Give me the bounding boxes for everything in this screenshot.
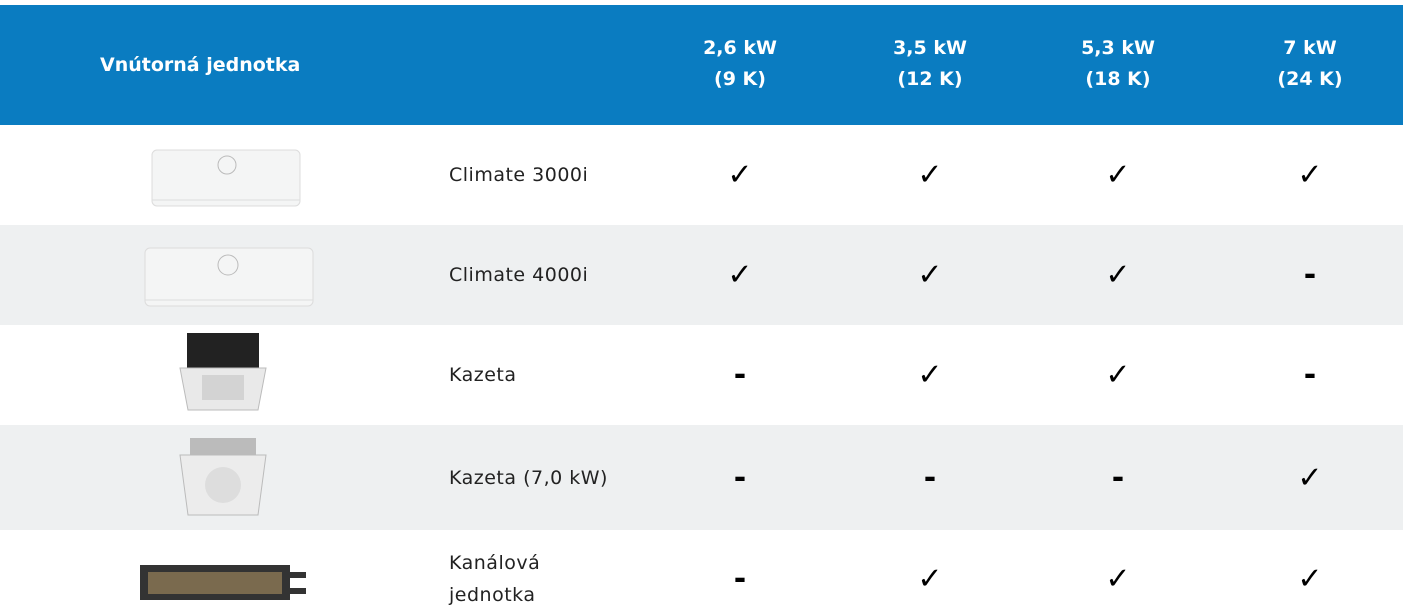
availability-mark: ✓	[880, 158, 980, 193]
product-name: Kazeta	[449, 359, 517, 391]
availability-mark: -	[880, 460, 980, 495]
availability-mark: ✓	[880, 258, 980, 293]
availability-mark: ✓	[1068, 258, 1168, 293]
column-power: 5,3 kW	[1038, 33, 1198, 64]
column-header: 3,5 kW(12 K)	[850, 33, 1010, 95]
name-line: Kazeta (7,0 kW)	[449, 462, 608, 494]
availability-mark: -	[690, 358, 790, 393]
availability-mark: ✓	[1260, 158, 1360, 193]
column-power: 7 kW	[1230, 33, 1390, 64]
name-line: Kanálová	[449, 547, 540, 579]
availability-mark: ✓	[1068, 562, 1168, 597]
header-title: Vnútorná jednotka	[100, 5, 300, 125]
availability-mark: ✓	[880, 358, 980, 393]
column-size: (9 K)	[660, 64, 820, 95]
name-line: Kazeta	[449, 359, 517, 391]
availability-mark: -	[1068, 460, 1168, 495]
availability-mark: ✓	[690, 258, 790, 293]
availability-mark: -	[690, 460, 790, 495]
column-header: 2,6 kW(9 K)	[660, 33, 820, 95]
name-line: jednotka	[449, 579, 540, 611]
unit-image	[140, 330, 310, 415]
unit-image	[140, 560, 310, 605]
column-power: 3,5 kW	[850, 33, 1010, 64]
unit-image	[140, 145, 310, 210]
table-header: Vnútorná jednotka 2,6 kW(9 K) 3,5 kW(12 K…	[0, 5, 1403, 125]
availability-mark: -	[1260, 258, 1360, 293]
column-size: (24 K)	[1230, 64, 1390, 95]
column-header: 5,3 kW(18 K)	[1038, 33, 1198, 95]
name-line: Climate 4000i	[449, 259, 588, 291]
availability-mark: ✓	[880, 562, 980, 597]
column-power: 2,6 kW	[660, 33, 820, 64]
product-name: Kazeta (7,0 kW)	[449, 462, 608, 494]
availability-mark: ✓	[1260, 460, 1360, 495]
column-size: (12 K)	[850, 64, 1010, 95]
availability-mark: ✓	[690, 158, 790, 193]
page: Vnútorná jednotka 2,6 kW(9 K) 3,5 kW(12 K…	[0, 0, 1403, 612]
availability-mark: ✓	[1260, 562, 1360, 597]
column-size: (18 K)	[1038, 64, 1198, 95]
unit-image	[140, 245, 320, 310]
availability-mark: -	[1260, 358, 1360, 393]
availability-mark: -	[690, 562, 790, 597]
product-name: Climate 4000i	[449, 259, 588, 291]
column-header: 7 kW(24 K)	[1230, 33, 1390, 95]
unit-image	[140, 435, 310, 520]
availability-mark: ✓	[1068, 358, 1168, 393]
availability-mark: ✓	[1068, 158, 1168, 193]
name-line: Climate 3000i	[449, 159, 588, 191]
product-name: Climate 3000i	[449, 159, 588, 191]
